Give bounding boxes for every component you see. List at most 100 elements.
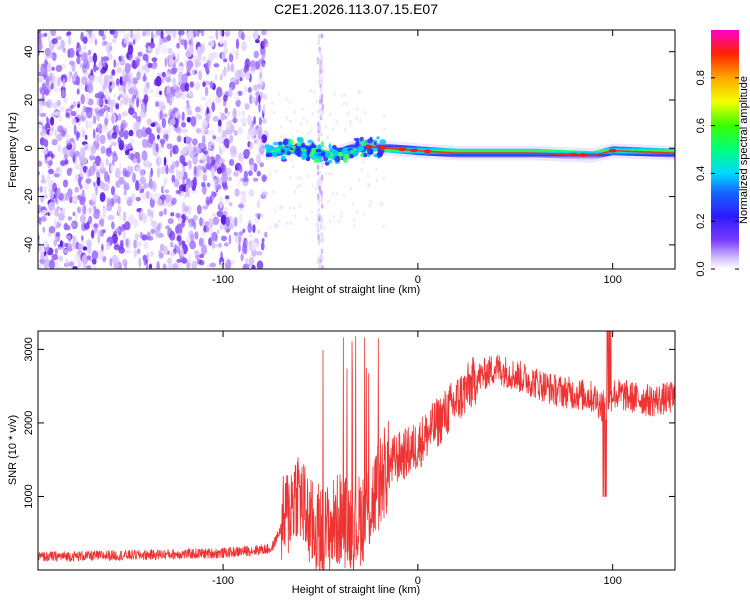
noise-blob bbox=[226, 120, 232, 129]
noise-blob bbox=[76, 206, 81, 214]
noise-blob bbox=[270, 101, 274, 105]
noise-blob bbox=[56, 236, 61, 242]
noise-blob bbox=[99, 160, 104, 170]
noise-blob bbox=[96, 123, 103, 132]
noise-blob bbox=[237, 126, 244, 136]
noise-blob bbox=[237, 90, 243, 96]
noise-blob bbox=[156, 260, 160, 269]
noise-blob bbox=[135, 241, 142, 248]
noise-blob bbox=[320, 195, 324, 204]
noise-blob bbox=[97, 133, 100, 143]
track-spot bbox=[306, 148, 311, 156]
noise-blob bbox=[216, 210, 224, 218]
noise-blob bbox=[245, 237, 249, 248]
track-spot bbox=[278, 141, 283, 145]
noise-blob bbox=[382, 224, 385, 229]
noise-blob bbox=[121, 111, 128, 117]
noise-blob bbox=[255, 39, 260, 44]
track-peak bbox=[365, 144, 374, 149]
noise-blob bbox=[192, 155, 199, 165]
noise-region bbox=[33, 30, 386, 269]
noise-blob bbox=[354, 156, 358, 160]
noise-blob bbox=[72, 235, 76, 245]
noise-blob bbox=[176, 53, 180, 64]
noise-blob bbox=[216, 177, 223, 186]
noise-blob bbox=[51, 52, 57, 62]
noise-blob bbox=[249, 94, 253, 105]
noise-blob bbox=[92, 258, 97, 265]
noise-blob bbox=[172, 263, 179, 269]
noise-blob bbox=[111, 132, 118, 139]
track-spot bbox=[272, 141, 279, 146]
noise-blob bbox=[176, 135, 182, 143]
noise-blob bbox=[219, 223, 224, 230]
noise-blob bbox=[132, 172, 136, 183]
noise-blob bbox=[105, 158, 109, 166]
noise-blob bbox=[93, 211, 96, 218]
noise-blob bbox=[39, 112, 47, 118]
noise-blob bbox=[176, 246, 181, 254]
noise-blob bbox=[90, 32, 96, 41]
noise-blob bbox=[257, 229, 260, 235]
noise-blob bbox=[258, 94, 261, 104]
noise-blob bbox=[47, 32, 51, 42]
noise-blob bbox=[165, 165, 169, 175]
noise-blob bbox=[117, 136, 122, 145]
noise-blob bbox=[363, 110, 367, 115]
noise-blob bbox=[59, 105, 65, 113]
noise-blob bbox=[277, 219, 280, 224]
noise-blob bbox=[294, 189, 297, 194]
noise-blob bbox=[169, 56, 174, 66]
noise-blob bbox=[219, 200, 223, 209]
noise-blob bbox=[50, 30, 57, 37]
noise-blob bbox=[177, 217, 183, 223]
noise-blob bbox=[100, 145, 106, 154]
noise-blob bbox=[102, 258, 106, 263]
noise-blob bbox=[53, 239, 58, 247]
noise-blob bbox=[320, 79, 324, 84]
track-spot bbox=[280, 149, 285, 154]
noise-blob bbox=[128, 99, 135, 108]
x-tick-label: -100 bbox=[212, 274, 234, 286]
noise-blob bbox=[56, 99, 61, 107]
noise-blob bbox=[168, 167, 175, 174]
noise-blob bbox=[261, 191, 268, 197]
noise-blob bbox=[187, 109, 193, 116]
noise-blob bbox=[49, 129, 54, 137]
noise-blob bbox=[305, 216, 308, 221]
noise-blob bbox=[130, 193, 136, 201]
noise-blob bbox=[41, 82, 47, 90]
noise-blob bbox=[90, 229, 95, 239]
noise-blob bbox=[259, 162, 265, 168]
track-spot bbox=[291, 145, 297, 149]
noise-blob bbox=[180, 39, 186, 46]
noise-blob bbox=[70, 104, 74, 109]
noise-blob bbox=[141, 65, 146, 71]
noise-blob bbox=[235, 38, 240, 50]
track-peak bbox=[378, 146, 387, 150]
noise-blob bbox=[51, 138, 58, 146]
noise-blob bbox=[33, 111, 37, 119]
noise-blob bbox=[175, 189, 182, 195]
noise-blob bbox=[311, 111, 315, 116]
noise-blob bbox=[320, 76, 324, 81]
noise-blob bbox=[238, 152, 244, 162]
noise-blob bbox=[38, 217, 42, 226]
noise-blob bbox=[71, 61, 76, 72]
noise-blob bbox=[82, 36, 88, 44]
noise-blob bbox=[56, 133, 63, 142]
noise-blob bbox=[163, 177, 168, 186]
noise-blob bbox=[159, 110, 163, 120]
noise-blob bbox=[111, 221, 115, 230]
noise-blob bbox=[261, 134, 268, 144]
noise-blob bbox=[219, 148, 223, 156]
noise-blob bbox=[66, 31, 72, 36]
noise-blob bbox=[99, 229, 105, 237]
noise-blob bbox=[138, 64, 141, 72]
noise-blob bbox=[40, 216, 47, 222]
noise-blob bbox=[272, 110, 275, 115]
noise-blob bbox=[74, 214, 78, 220]
noise-blob bbox=[209, 81, 214, 89]
noise-blob bbox=[260, 56, 265, 68]
x-tick-label: 100 bbox=[603, 274, 621, 286]
